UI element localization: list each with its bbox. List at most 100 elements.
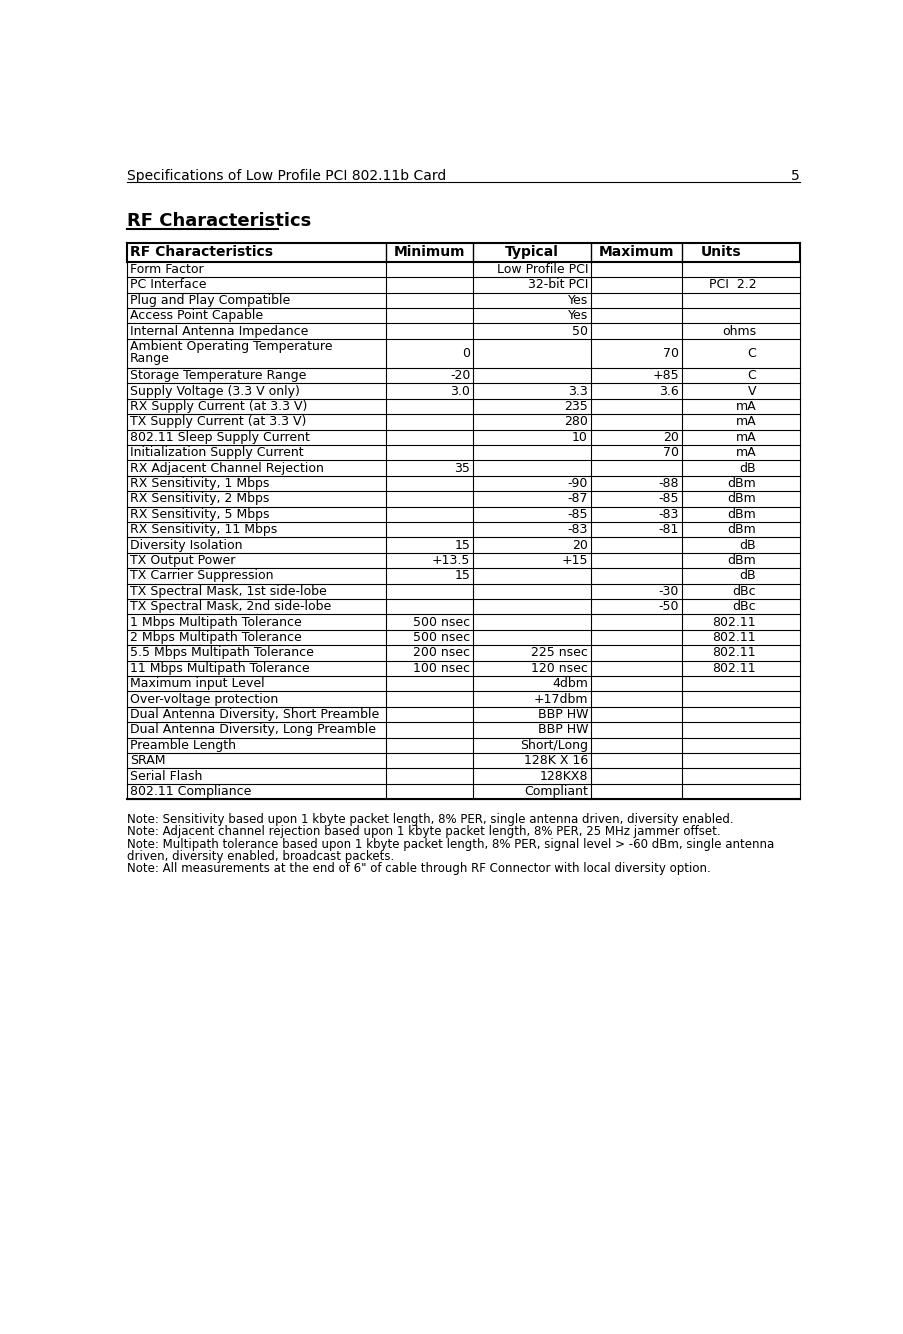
- Text: driven, diversity enabled, broadcast packets.: driven, diversity enabled, broadcast pac…: [126, 850, 394, 863]
- Text: Yes: Yes: [567, 293, 587, 307]
- Text: 802.11: 802.11: [712, 647, 755, 659]
- Text: RX Supply Current (at 3.3 V): RX Supply Current (at 3.3 V): [130, 400, 307, 414]
- Text: +13.5: +13.5: [432, 554, 470, 567]
- Text: Units: Units: [700, 245, 740, 260]
- Text: Dual Antenna Diversity, Short Preamble: Dual Antenna Diversity, Short Preamble: [130, 708, 379, 720]
- Text: +15: +15: [561, 554, 587, 567]
- Text: dB: dB: [739, 462, 755, 475]
- Text: -90: -90: [567, 478, 587, 490]
- Text: Dual Antenna Diversity, Long Preamble: Dual Antenna Diversity, Long Preamble: [130, 723, 376, 736]
- Text: 200 nsec: 200 nsec: [413, 647, 470, 659]
- Text: 35: 35: [454, 462, 470, 475]
- Text: Form Factor: Form Factor: [130, 263, 203, 276]
- Text: Initialization Supply Current: Initialization Supply Current: [130, 446, 303, 459]
- Text: Low Profile PCI: Low Profile PCI: [496, 263, 587, 276]
- Text: Ambient Operating Temperature: Ambient Operating Temperature: [130, 340, 332, 354]
- Text: dBc: dBc: [731, 600, 755, 614]
- Text: 32-bit PCI: 32-bit PCI: [527, 279, 587, 291]
- Text: BBP HW: BBP HW: [537, 723, 587, 736]
- Text: RX Sensitivity, 11 Mbps: RX Sensitivity, 11 Mbps: [130, 523, 277, 536]
- Text: 235: 235: [563, 400, 587, 414]
- Text: -83: -83: [657, 508, 678, 520]
- Text: dBm: dBm: [727, 508, 755, 520]
- Text: TX Carrier Suppression: TX Carrier Suppression: [130, 570, 274, 583]
- Text: -85: -85: [567, 508, 587, 520]
- Text: -87: -87: [567, 492, 587, 506]
- Text: -20: -20: [450, 370, 470, 382]
- Text: 2 Mbps Multipath Tolerance: 2 Mbps Multipath Tolerance: [130, 631, 302, 644]
- Text: C: C: [747, 347, 755, 360]
- Text: Over-voltage protection: Over-voltage protection: [130, 692, 278, 706]
- Text: 120 nsec: 120 nsec: [531, 662, 587, 675]
- Text: 20: 20: [572, 539, 587, 551]
- Text: Typical: Typical: [505, 245, 559, 260]
- Text: RX Adjacent Channel Rejection: RX Adjacent Channel Rejection: [130, 462, 323, 475]
- Text: 280: 280: [563, 415, 587, 428]
- Text: 50: 50: [572, 324, 587, 338]
- Text: 1 Mbps Multipath Tolerance: 1 Mbps Multipath Tolerance: [130, 615, 302, 628]
- Text: Short/Long: Short/Long: [519, 739, 587, 752]
- Text: -30: -30: [657, 584, 678, 598]
- Text: SRAM: SRAM: [130, 754, 165, 767]
- Text: dBm: dBm: [727, 478, 755, 490]
- Text: 15: 15: [454, 570, 470, 583]
- Text: Note: All measurements at the end of 6" of cable through RF Connector with local: Note: All measurements at the end of 6" …: [126, 862, 710, 875]
- Text: 802.11: 802.11: [712, 615, 755, 628]
- Text: TX Output Power: TX Output Power: [130, 554, 235, 567]
- Text: 15: 15: [454, 539, 470, 551]
- Text: 128KX8: 128KX8: [539, 770, 587, 783]
- Text: RX Sensitivity, 1 Mbps: RX Sensitivity, 1 Mbps: [130, 478, 269, 490]
- Text: +85: +85: [651, 370, 678, 382]
- Text: Note: Sensitivity based upon 1 kbyte packet length, 8% PER, single antenna drive: Note: Sensitivity based upon 1 kbyte pac…: [126, 812, 732, 826]
- Text: RF Characteristics: RF Characteristics: [126, 212, 311, 231]
- Text: RX Sensitivity, 2 Mbps: RX Sensitivity, 2 Mbps: [130, 492, 269, 506]
- Text: 0: 0: [461, 347, 470, 360]
- Text: -50: -50: [657, 600, 678, 614]
- Text: RF Characteristics: RF Characteristics: [130, 245, 273, 260]
- Text: dB: dB: [739, 539, 755, 551]
- Text: 5: 5: [790, 169, 799, 183]
- Text: mA: mA: [735, 446, 755, 459]
- Text: 70: 70: [662, 347, 678, 360]
- Text: Maximum input Level: Maximum input Level: [130, 678, 265, 690]
- Text: -81: -81: [657, 523, 678, 536]
- Text: Range: Range: [130, 352, 170, 366]
- Text: TX Spectral Mask, 1st side-lobe: TX Spectral Mask, 1st side-lobe: [130, 584, 327, 598]
- Text: TX Supply Current (at 3.3 V): TX Supply Current (at 3.3 V): [130, 415, 306, 428]
- Text: dBm: dBm: [727, 523, 755, 536]
- Text: mA: mA: [735, 415, 755, 428]
- Text: 500 nsec: 500 nsec: [413, 631, 470, 644]
- Text: -85: -85: [657, 492, 678, 506]
- Text: Minimum: Minimum: [394, 245, 465, 260]
- Text: Diversity Isolation: Diversity Isolation: [130, 539, 242, 551]
- Text: 802.11: 802.11: [712, 631, 755, 644]
- Text: PCI  2.2: PCI 2.2: [708, 279, 755, 291]
- Text: Specifications of Low Profile PCI 802.11b Card: Specifications of Low Profile PCI 802.11…: [126, 169, 446, 183]
- Text: Note: Adjacent channel rejection based upon 1 kbyte packet length, 8% PER, 25 MH: Note: Adjacent channel rejection based u…: [126, 826, 720, 838]
- Text: dBm: dBm: [727, 492, 755, 506]
- Text: Maximum: Maximum: [598, 245, 674, 260]
- Text: Yes: Yes: [567, 309, 587, 321]
- Text: 3.0: 3.0: [450, 384, 470, 398]
- Text: 100 nsec: 100 nsec: [413, 662, 470, 675]
- Text: Plug and Play Compatible: Plug and Play Compatible: [130, 293, 290, 307]
- Text: PC Interface: PC Interface: [130, 279, 206, 291]
- Text: Compliant: Compliant: [524, 784, 587, 798]
- Text: 802.11: 802.11: [712, 662, 755, 675]
- Text: Supply Voltage (3.3 V only): Supply Voltage (3.3 V only): [130, 384, 300, 398]
- Text: Preamble Length: Preamble Length: [130, 739, 236, 752]
- Text: 5.5 Mbps Multipath Tolerance: 5.5 Mbps Multipath Tolerance: [130, 647, 313, 659]
- Text: Internal Antenna Impedance: Internal Antenna Impedance: [130, 324, 308, 338]
- Text: dBm: dBm: [727, 554, 755, 567]
- Text: dBc: dBc: [731, 584, 755, 598]
- Text: -83: -83: [567, 523, 587, 536]
- Text: 3.3: 3.3: [568, 384, 587, 398]
- Text: 225 nsec: 225 nsec: [531, 647, 587, 659]
- Text: Note: Multipath tolerance based upon 1 kbyte packet length, 8% PER, signal level: Note: Multipath tolerance based upon 1 k…: [126, 838, 773, 851]
- Text: +17dbm: +17dbm: [533, 692, 587, 706]
- Text: -88: -88: [657, 478, 678, 490]
- Text: 802.11 Compliance: 802.11 Compliance: [130, 784, 251, 798]
- Text: 128K X 16: 128K X 16: [523, 754, 587, 767]
- Text: BBP HW: BBP HW: [537, 708, 587, 720]
- Text: RX Sensitivity, 5 Mbps: RX Sensitivity, 5 Mbps: [130, 508, 269, 520]
